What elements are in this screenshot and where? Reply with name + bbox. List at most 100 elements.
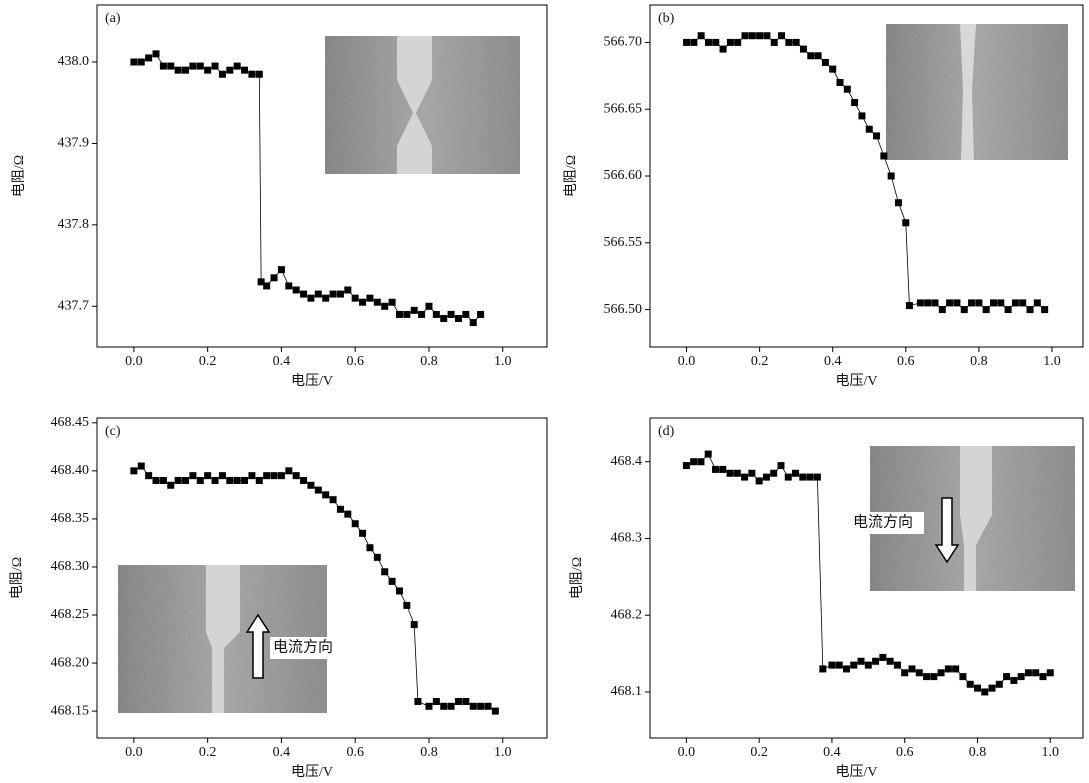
y-tick-label: 437.8 [58,217,90,232]
y-axis-label: 电阻/Ω [9,557,25,599]
data-point [477,702,485,710]
data-point [712,38,720,46]
y-tick-label: 468.4 [611,454,643,469]
data-point [395,310,403,318]
data-point [819,665,827,673]
data-point [432,310,440,318]
plot-frame [649,417,1084,739]
data-point [145,472,153,480]
data-point [344,286,352,294]
data-point [462,697,470,705]
data-point [1019,299,1027,307]
data-point [226,66,234,74]
y-tick-label: 468.40 [51,463,90,478]
data-point [807,52,815,60]
data-point [285,282,293,290]
y-tick-label: 566.60 [604,168,643,183]
y-tick-label: 468.2 [611,607,643,622]
data-point [704,38,712,46]
data-point [454,315,462,322]
inset-image [850,446,1075,591]
data-point [988,684,996,692]
x-tick-label: 0.6 [897,354,915,369]
data-point [359,298,367,306]
data-point [211,476,219,484]
data-point [726,38,734,46]
data-point [314,486,322,494]
data-point [690,38,698,46]
data-point [697,458,705,466]
data-point [263,282,271,290]
data-point [137,58,145,66]
data-point [880,152,888,160]
data-point [189,62,197,70]
data-point [137,462,145,470]
data-point [960,306,968,314]
data-point [322,294,330,302]
y-tick-label: 468.3 [611,531,643,546]
data-point [388,577,396,585]
data-point [292,472,300,480]
data-point [211,62,219,70]
data-point [937,669,945,677]
data-point [930,673,938,681]
data-point [322,491,330,499]
panel-label: (b) [658,11,675,26]
x-tick-label: 1.0 [1043,354,1061,369]
data-point [344,510,352,518]
x-tick-label: 0.4 [273,354,291,369]
x-tick-label: 0.4 [824,354,842,369]
data-point [241,66,249,74]
data-point [373,553,381,561]
data-point [410,621,418,629]
plot-frame [96,417,548,739]
data-point [381,302,389,310]
y-tick-label: 566.55 [604,235,643,250]
data-point [300,476,308,484]
data-point [952,665,960,673]
x-axis-label: 电压/V [836,764,878,780]
data-point [981,688,989,696]
y-tick-label: 566.50 [604,302,643,317]
data-point [905,302,913,310]
data-point [938,306,946,314]
data-point [447,702,455,710]
data-point [1033,299,1041,307]
data-point [690,458,698,466]
data-point [307,294,315,302]
x-tick-label: 0.2 [751,354,769,369]
x-tick-label: 0.6 [346,354,364,369]
y-tick-label: 468.1 [611,684,643,699]
data-point [975,299,983,307]
data-point [770,38,778,46]
data-point [1004,306,1012,314]
data-point [336,290,344,298]
data-point [359,529,367,537]
y-axis-label: 电阻/Ω [569,557,585,599]
data-point [733,469,741,477]
y-tick-label: 438.0 [58,54,90,69]
data-point [336,505,344,513]
y-tick-label: 468.45 [51,415,90,430]
data-point [248,70,256,78]
data-point [762,473,770,481]
data-point [872,657,880,665]
data-point [755,477,763,485]
data-point [381,568,389,576]
data-point [130,58,138,66]
data-point [218,70,226,78]
data-point [418,310,426,318]
data-point [440,702,448,710]
data-point [351,520,359,528]
data-point [1017,673,1025,681]
data-point [946,299,954,307]
x-tick-label: 0.6 [896,745,914,760]
x-tick-label: 0.8 [970,354,988,369]
data-point [469,319,477,327]
data-point [799,473,807,481]
data-point [329,496,337,504]
data-point [850,661,858,669]
data-point [995,680,1003,688]
